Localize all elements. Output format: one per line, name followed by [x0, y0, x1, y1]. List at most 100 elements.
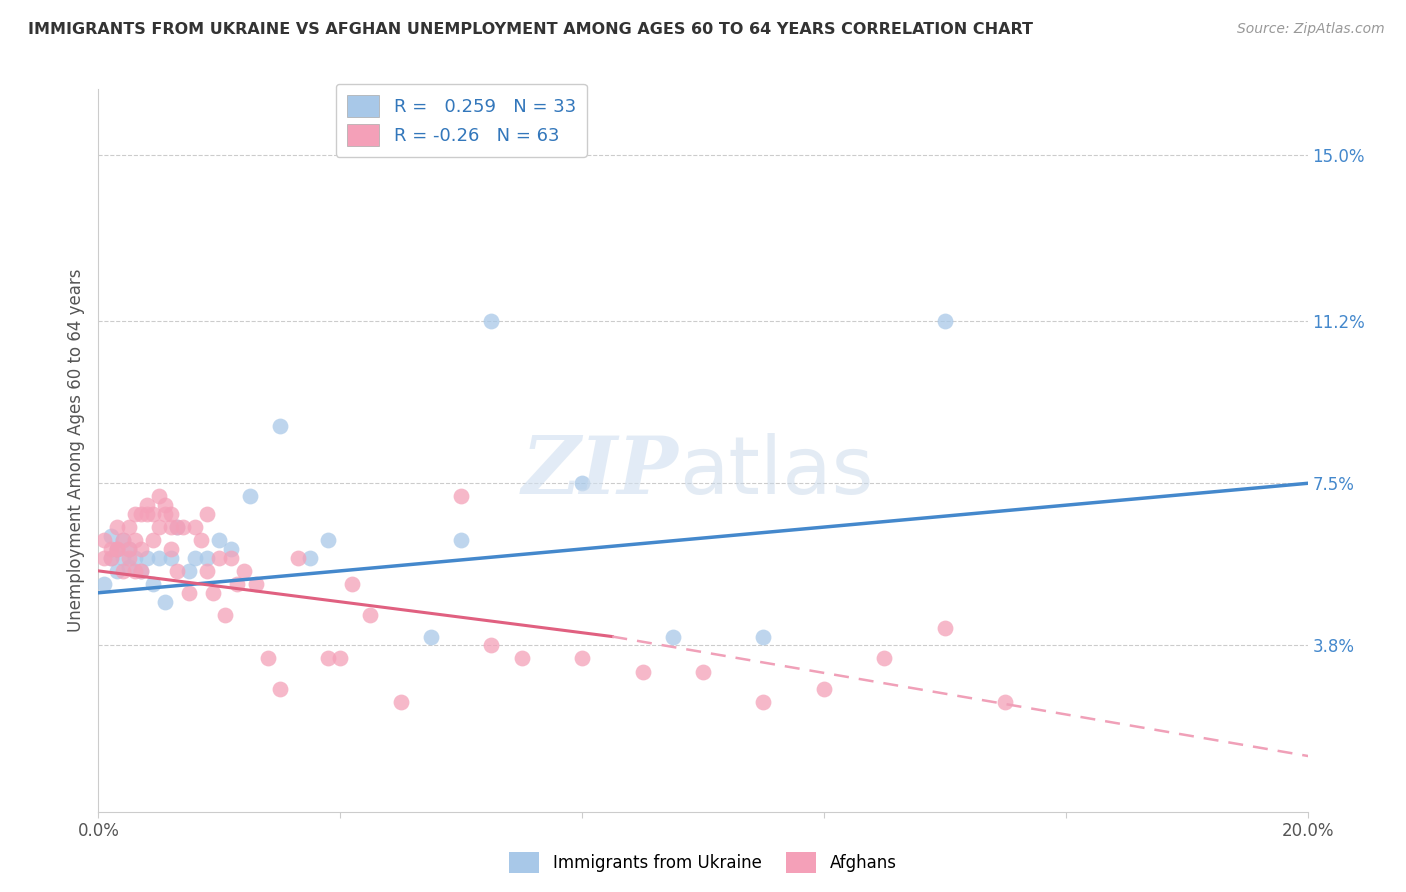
Point: [934, 621, 956, 635]
Point: [221, 541, 243, 556]
Point: [111, 533, 134, 548]
Point: [142, 507, 165, 521]
Point: [299, 550, 322, 565]
Point: [994, 695, 1017, 709]
Point: [420, 630, 443, 644]
Point: [166, 564, 188, 578]
Point: [813, 682, 835, 697]
Point: [450, 533, 472, 548]
Point: [153, 498, 176, 512]
Point: [142, 577, 165, 591]
Point: [160, 520, 183, 534]
Point: [111, 564, 134, 578]
Legend: Immigrants from Ukraine, Afghans: Immigrants from Ukraine, Afghans: [502, 846, 904, 880]
Point: [481, 638, 503, 652]
Point: [571, 651, 593, 665]
Point: [153, 594, 176, 608]
Point: [510, 651, 533, 665]
Point: [129, 564, 152, 578]
Point: [316, 533, 339, 548]
Point: [118, 520, 141, 534]
Point: [184, 550, 207, 565]
Point: [105, 564, 128, 578]
Point: [661, 630, 683, 644]
Point: [179, 586, 201, 600]
Text: ZIP: ZIP: [522, 434, 679, 511]
Point: [256, 651, 278, 665]
Point: [269, 682, 291, 697]
Point: [118, 541, 141, 556]
Point: [105, 541, 128, 556]
Point: [160, 507, 183, 521]
Point: [184, 520, 207, 534]
Point: [118, 541, 141, 556]
Point: [481, 314, 503, 328]
Point: [111, 533, 134, 548]
Point: [329, 651, 352, 665]
Point: [160, 550, 183, 565]
Point: [195, 507, 218, 521]
Point: [129, 541, 152, 556]
Text: IMMIGRANTS FROM UKRAINE VS AFGHAN UNEMPLOYMENT AMONG AGES 60 TO 64 YEARS CORRELA: IMMIGRANTS FROM UKRAINE VS AFGHAN UNEMPL…: [28, 22, 1033, 37]
Point: [105, 520, 128, 534]
Point: [100, 529, 122, 543]
Point: [153, 507, 176, 521]
Point: [752, 695, 775, 709]
Point: [100, 550, 122, 565]
Point: [450, 490, 472, 504]
Text: Source: ZipAtlas.com: Source: ZipAtlas.com: [1237, 22, 1385, 37]
Point: [316, 651, 339, 665]
Point: [135, 498, 157, 512]
Point: [342, 577, 364, 591]
Point: [269, 419, 291, 434]
Point: [124, 550, 146, 565]
Point: [360, 607, 382, 622]
Point: [287, 550, 309, 565]
Point: [172, 520, 194, 534]
Point: [179, 564, 201, 578]
Point: [124, 507, 146, 521]
Point: [93, 533, 115, 548]
Point: [124, 533, 146, 548]
Point: [692, 665, 714, 679]
Point: [873, 651, 896, 665]
Point: [195, 550, 218, 565]
Y-axis label: Unemployment Among Ages 60 to 64 years: Unemployment Among Ages 60 to 64 years: [66, 268, 84, 632]
Text: atlas: atlas: [679, 434, 873, 511]
Point: [166, 520, 188, 534]
Point: [221, 550, 243, 565]
Point: [148, 550, 170, 565]
Point: [239, 490, 262, 504]
Point: [160, 541, 183, 556]
Point: [631, 665, 654, 679]
Point: [148, 490, 170, 504]
Point: [166, 520, 188, 534]
Point: [752, 630, 775, 644]
Point: [202, 586, 225, 600]
Point: [111, 550, 134, 565]
Point: [571, 476, 593, 491]
Point: [93, 550, 115, 565]
Point: [226, 577, 249, 591]
Point: [208, 533, 231, 548]
Point: [124, 564, 146, 578]
Point: [389, 695, 412, 709]
Point: [195, 564, 218, 578]
Point: [118, 550, 141, 565]
Point: [214, 607, 236, 622]
Point: [100, 541, 122, 556]
Point: [93, 577, 115, 591]
Point: [232, 564, 254, 578]
Point: [129, 507, 152, 521]
Point: [208, 550, 231, 565]
Point: [105, 541, 128, 556]
Point: [190, 533, 212, 548]
Point: [934, 314, 956, 328]
Point: [135, 507, 157, 521]
Point: [105, 541, 128, 556]
Point: [148, 520, 170, 534]
Point: [100, 550, 122, 565]
Point: [129, 564, 152, 578]
Point: [245, 577, 267, 591]
Legend: R =   0.259   N = 33, R = -0.26   N = 63: R = 0.259 N = 33, R = -0.26 N = 63: [336, 84, 586, 157]
